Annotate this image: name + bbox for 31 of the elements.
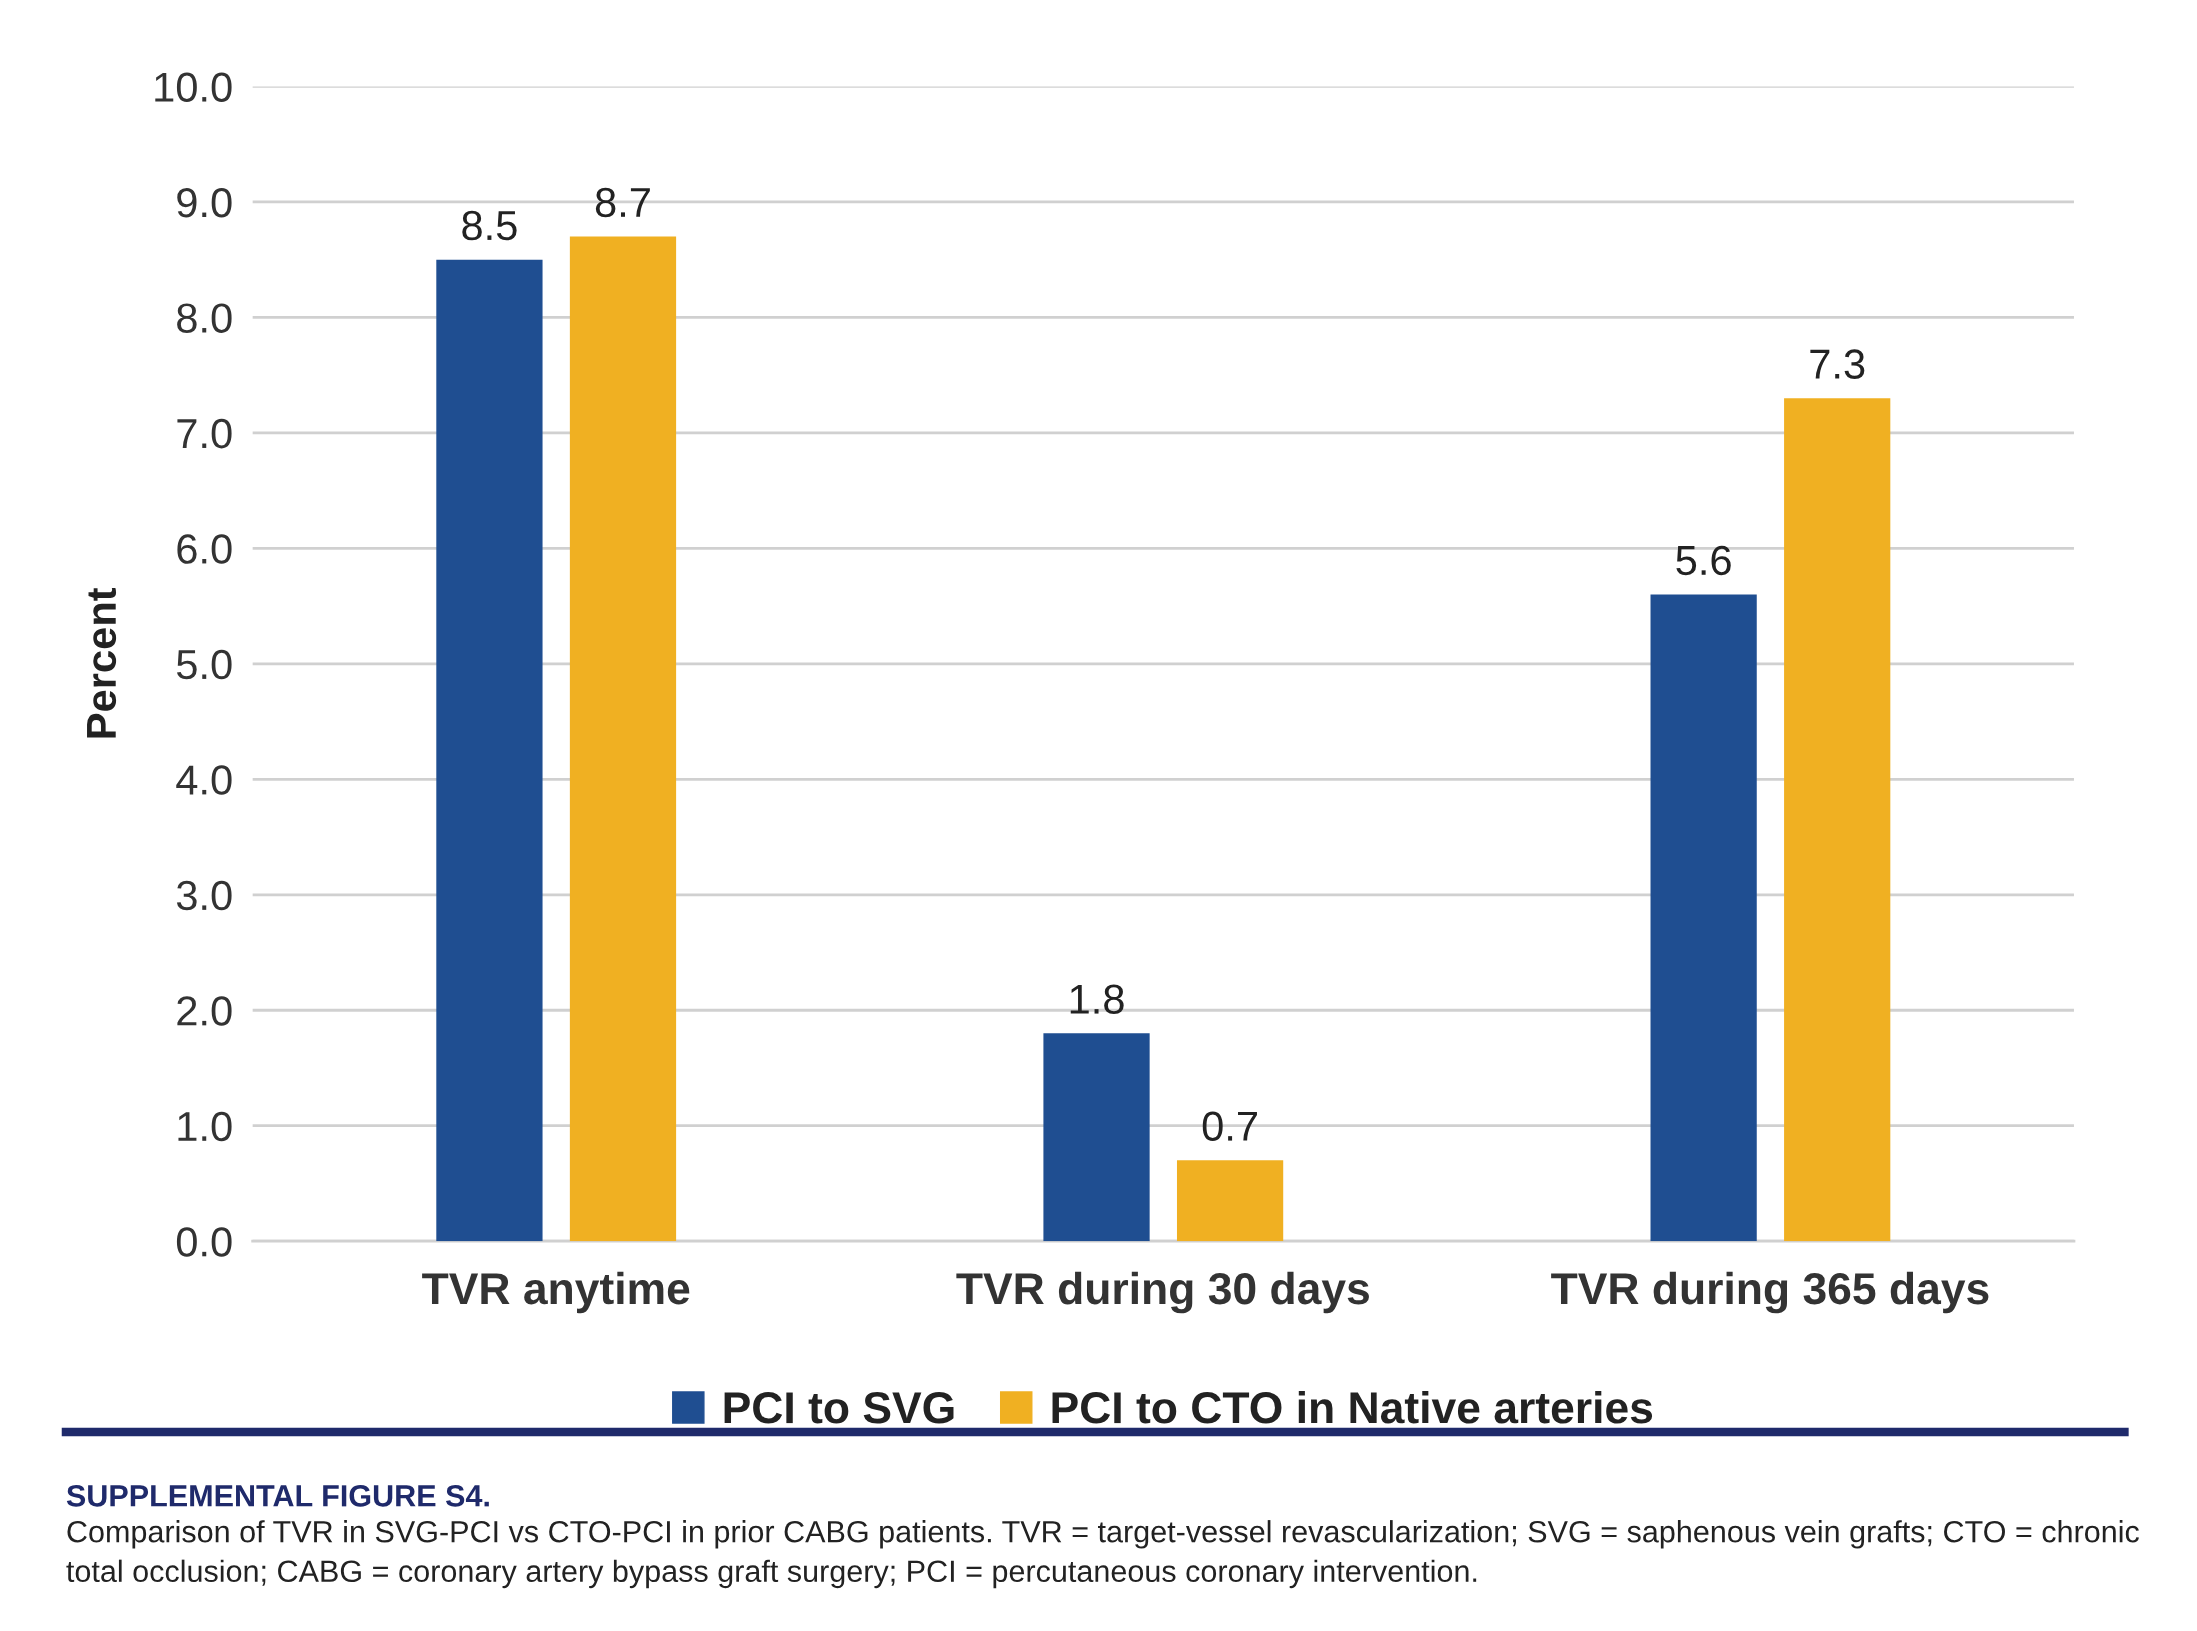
bar: [1176, 1160, 1284, 1242]
bar: [1784, 398, 1891, 1242]
y-tick-label: 10.0: [155, 72, 232, 102]
x-tick-label: TVR during 365 days: [1551, 1271, 1989, 1314]
data-label: 5.6: [1676, 545, 1731, 576]
legend-label: PCI to CTO in Native arteries: [1052, 1390, 1653, 1424]
y-tick-label: 1.0: [178, 1111, 232, 1142]
y-tick-label: 0.0: [176, 1227, 232, 1257]
legend-label: PCI to SVG: [724, 1392, 954, 1424]
text: Comparison of TVR in SVG-PCI vs CTO-PCI in prior CABG patients. TVR = target-vessel revascularization; SVG = saphenous vein grafts; CTO = chronic total occlusion; CABG = coronary artery bypass graft surgery; PCI = percutaneous coronary intervention.: [66, 1520, 2139, 1589]
bar: [1650, 594, 1757, 1242]
data-label: 1.8: [1070, 984, 1124, 1014]
y-tick-label: 2.0: [177, 996, 232, 1026]
y-tick-label: 9.0: [177, 187, 232, 218]
y-tick-label: 4.0: [176, 765, 232, 795]
x-tick-label: TVR anytime: [422, 1271, 690, 1314]
x-tick-label: TVR during 30 days: [956, 1271, 1369, 1314]
y-axis-title: Percent: [87, 587, 117, 738]
bar: [1043, 1033, 1150, 1242]
bar: [436, 259, 543, 1242]
y-tick-label: 7.0: [177, 418, 232, 449]
bar: [569, 236, 677, 1242]
y-tick-label: 6.0: [177, 534, 232, 564]
y-tick-label: 8.0: [177, 303, 232, 333]
data-label: 8.5: [462, 210, 517, 241]
data-label: 7.3: [1810, 349, 1865, 379]
data-label: 0.7: [1202, 1111, 1257, 1142]
text: SUPPLEMENTAL FIGURE S4.: [66, 1485, 489, 1507]
data-label: 8.7: [595, 187, 650, 218]
y-tick-label: 3.0: [176, 880, 232, 911]
y-tick-label: 5.0: [176, 649, 232, 680]
